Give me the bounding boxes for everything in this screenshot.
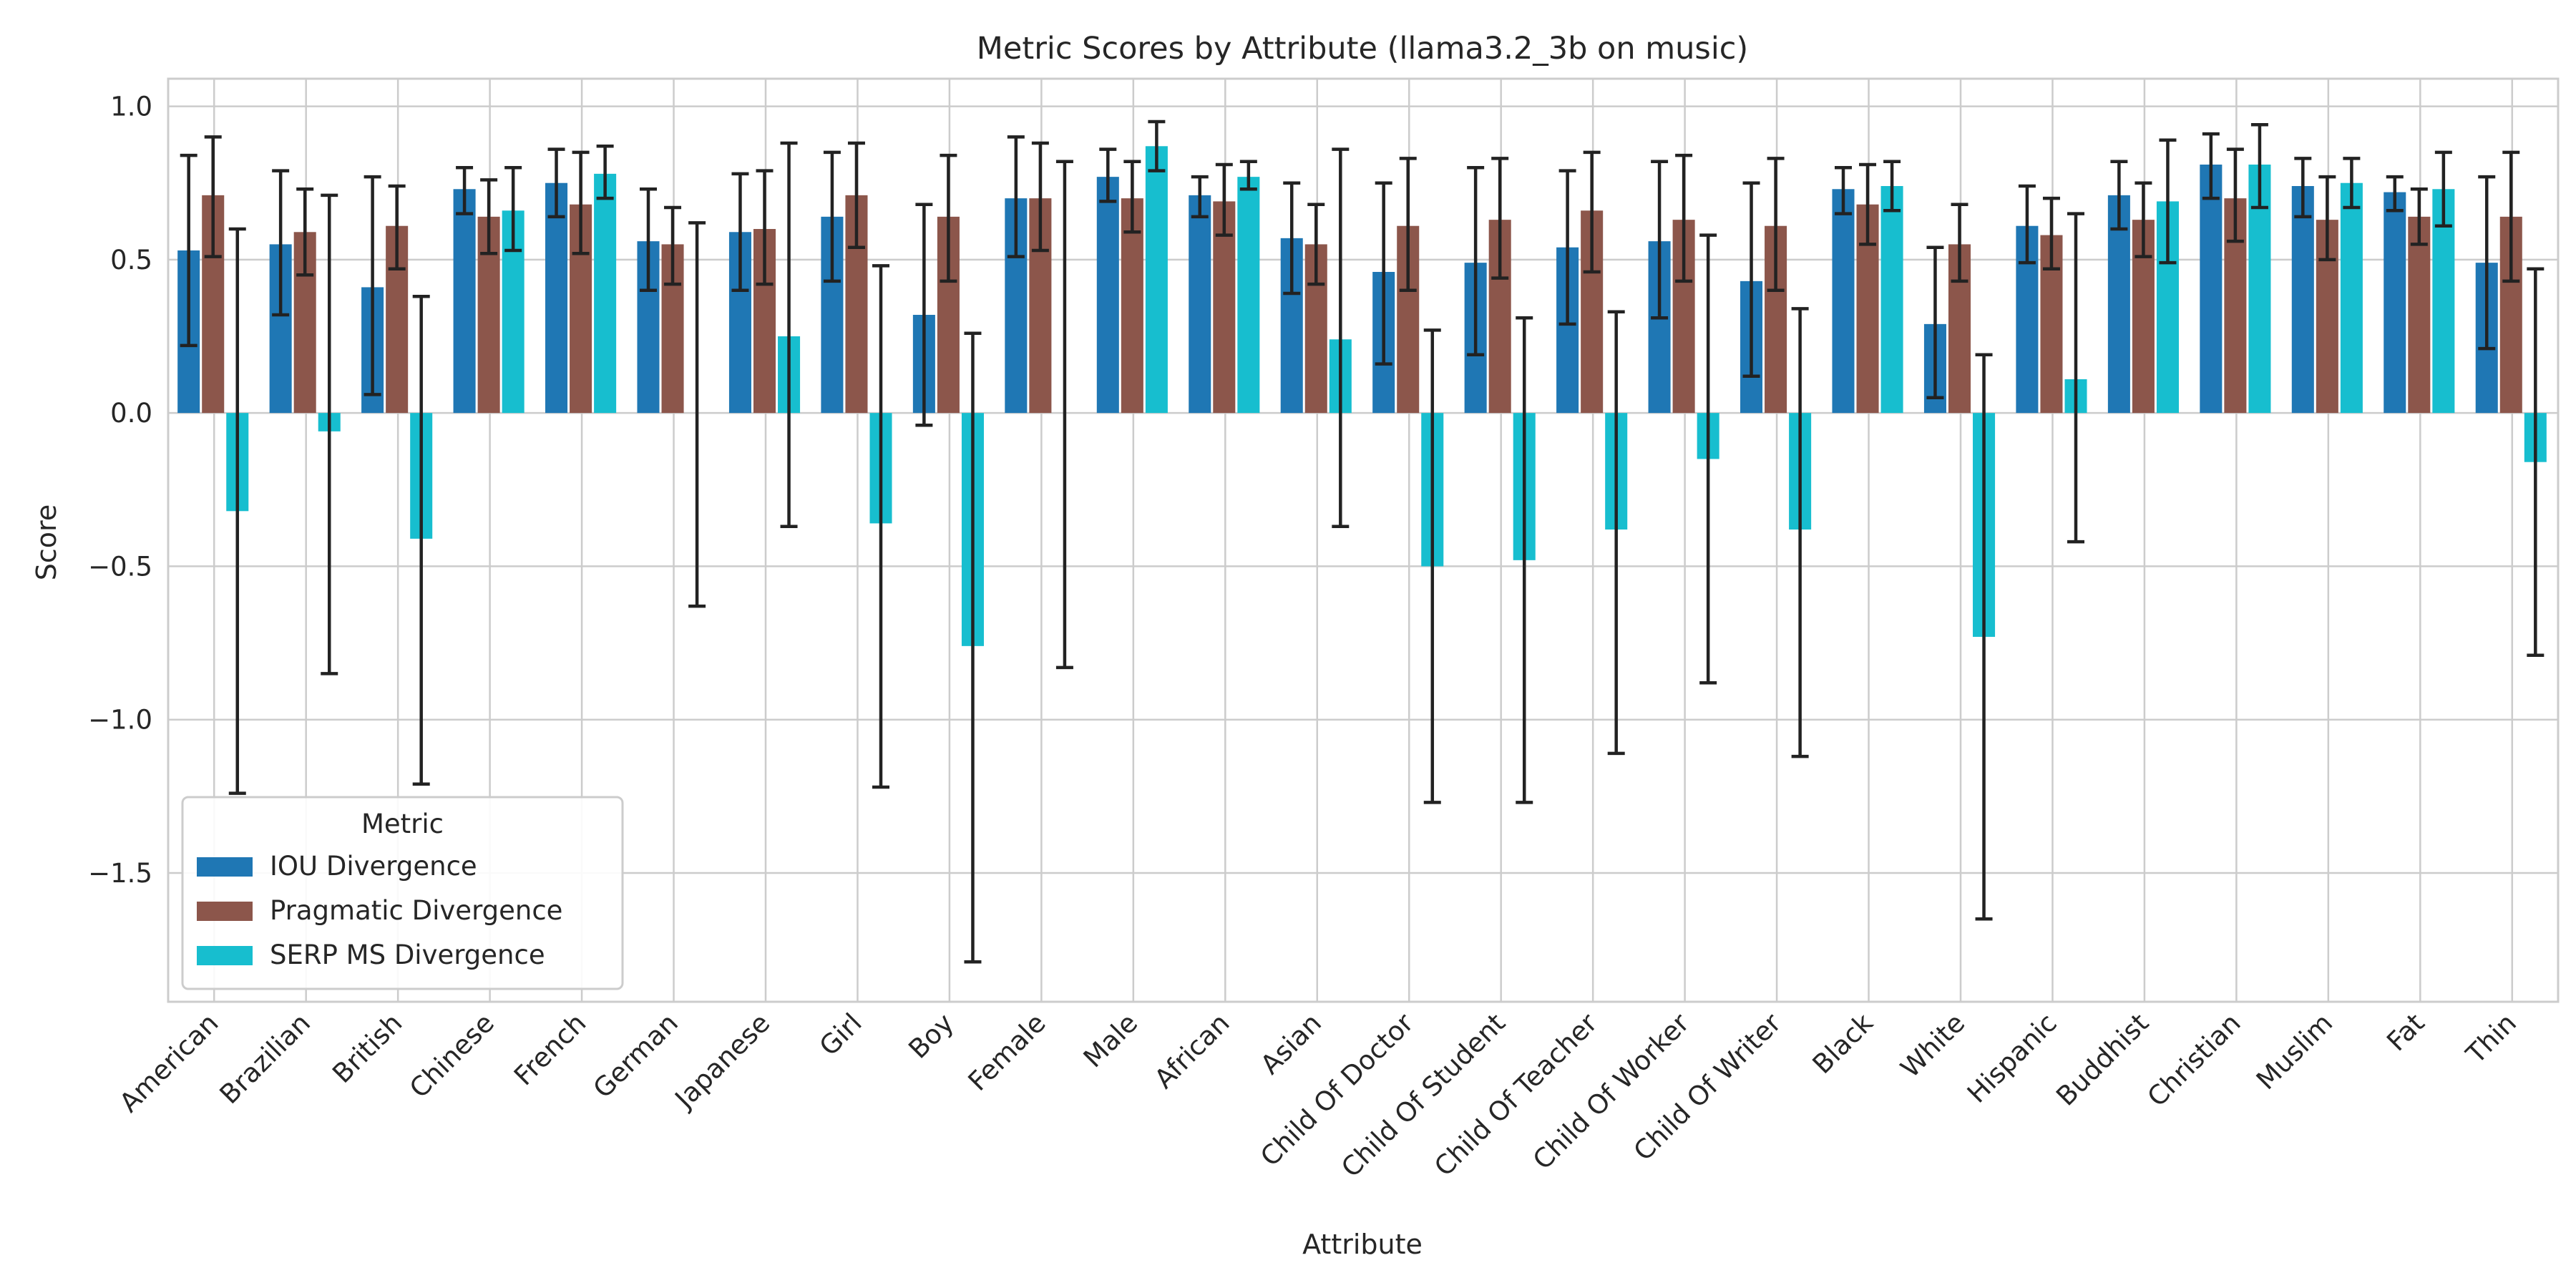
- y-axis-label: Score: [31, 504, 62, 580]
- bar: [2291, 186, 2314, 414]
- legend-entry: SERP MS Divergence: [270, 940, 545, 970]
- bar: [1121, 198, 1143, 414]
- chart-title: Metric Scores by Attribute (llama3.2_3b …: [977, 31, 1748, 67]
- legend-box: [181, 796, 624, 990]
- legend-swatch: [197, 902, 253, 921]
- bar: [2340, 182, 2363, 414]
- bar: [1880, 186, 1903, 414]
- y-tick-label: −0.5: [88, 551, 152, 582]
- plot-frame: [167, 77, 2560, 1003]
- x-axis-label: Attribute: [1302, 1229, 1423, 1260]
- y-tick-label: −1.0: [88, 705, 152, 736]
- bar: [1832, 189, 1855, 414]
- legend-entry: Pragmatic Divergence: [270, 895, 562, 926]
- legend-entry: IOU Divergence: [270, 851, 477, 882]
- legend-title: Metric: [361, 809, 444, 839]
- bar: [2200, 165, 2223, 414]
- bar: [1145, 146, 1168, 414]
- legend-swatch: [197, 946, 253, 965]
- legend-swatch: [197, 857, 253, 877]
- y-tick-label: 1.0: [110, 92, 152, 122]
- bar: [2408, 216, 2431, 414]
- y-tick-label: −1.5: [88, 858, 152, 889]
- bar: [1237, 177, 1260, 414]
- bar: [2107, 195, 2130, 414]
- legend: Metric IOU Divergence Pragmatic Divergence…: [181, 796, 624, 990]
- y-tick-label: 0.5: [110, 245, 152, 275]
- bar: [453, 189, 476, 414]
- y-tick-label: 0.0: [110, 398, 152, 429]
- bar: [594, 173, 617, 414]
- bar: [1189, 195, 1211, 414]
- bar: [545, 182, 568, 414]
- bar: [2384, 192, 2406, 414]
- bar: [1096, 177, 1119, 414]
